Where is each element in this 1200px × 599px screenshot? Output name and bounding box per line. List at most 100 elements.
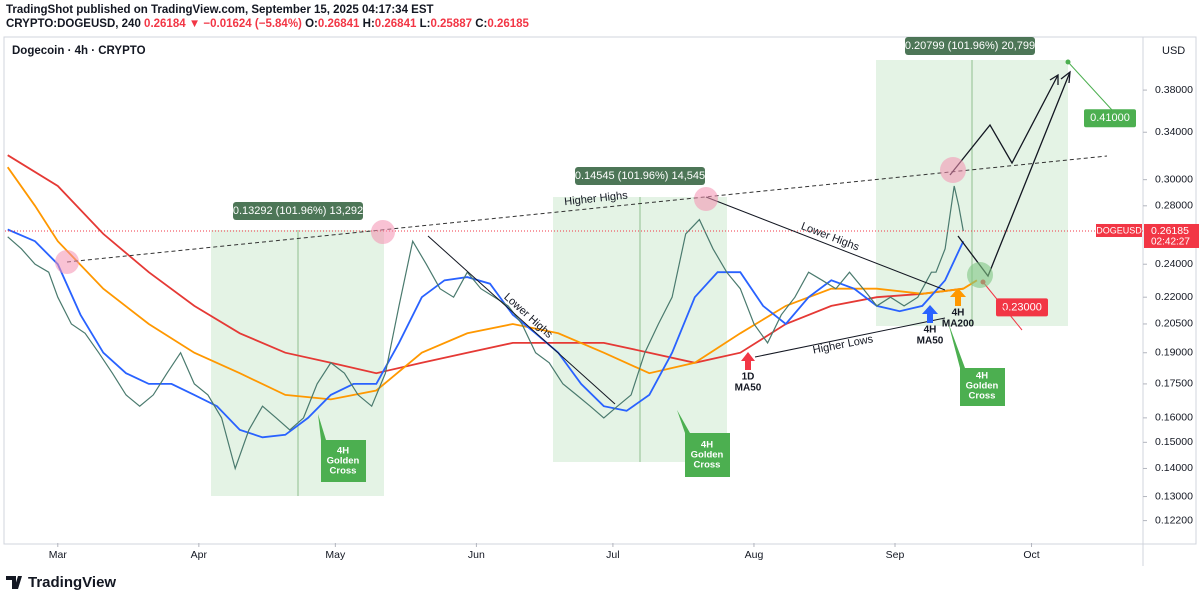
y-tick-label: 0.38000 [1155,84,1193,96]
callout-text: 4H [976,371,988,382]
callout-text: Cross [969,391,996,402]
trend-label: Lower Highs [501,291,555,341]
arrow-head [1060,70,1071,84]
y-tick-label: 0.28000 [1155,200,1193,212]
target-line [1067,61,1113,111]
x-tick-label: Jul [606,549,619,561]
callout [948,322,1005,406]
y-tick-label: 0.15000 [1155,436,1193,448]
moving-average [7,154,964,375]
range-label-bg [905,37,1035,55]
x-tick-label: Aug [745,549,764,561]
symbol-tag [1096,223,1142,237]
low: 0.25887 [430,18,472,30]
ma-arrow [922,305,938,323]
marker [55,250,79,274]
callout-text: Golden [966,381,999,392]
publisher: TradingShot published on TradingView.com… [6,4,434,16]
y-tick-label: 0.19000 [1155,347,1193,359]
x-tick-label: Mar [49,549,68,561]
last: 0.26184 [144,18,186,30]
arrow-head [1049,73,1059,85]
callout [677,410,730,477]
y-tick-label: 0.20500 [1155,318,1193,330]
x-tick-label: Apr [191,549,208,561]
target-box [1084,109,1136,128]
y-tick-label: 0.16000 [1155,412,1193,424]
marker [371,220,395,244]
x-tick-label: May [325,549,346,561]
l-label: L: [420,18,431,30]
x-tick-label: Jun [468,549,485,561]
range-label: 0.20799 (101.96%) 20,799 [905,40,1035,52]
y-tick-label: 0.12200 [1155,514,1193,526]
close: 0.26185 [487,18,529,30]
range-label: 0.14545 (101.96%) 14,545 [575,170,705,182]
brand: TradingView [28,574,116,591]
ma-label: MA50 [917,336,944,347]
h-label: H: [363,18,375,30]
y-tick-label: 0.34000 [1155,126,1193,138]
drawings [55,59,1113,405]
range-label-bg [575,167,705,185]
x-tick-label: Sep [886,549,905,561]
y-tick-label: 0.24000 [1155,258,1193,270]
trend-line [427,235,616,405]
y-tick-label: 0.13000 [1155,490,1193,502]
ma-label: MA200 [942,319,975,330]
callout-text: Golden [691,450,724,461]
callout-text: Cross [330,466,357,477]
open: 0.26841 [318,18,360,30]
o-label: O: [305,18,318,30]
price-tag-text: 0.26185 [1151,225,1189,237]
trend-line [66,155,1108,263]
y-tick-label: 0.17500 [1155,378,1193,390]
marker [694,187,718,211]
symbol-line: CRYPTO:DOGEUSD, 240 0.26184 ▼ −0.01624 (… [6,18,530,30]
target-dot [1065,59,1071,65]
high: 0.26841 [375,18,417,30]
moving-average [7,228,965,439]
projection [949,74,1059,176]
ma-arrow [950,288,966,306]
chart-title: Dogecoin · 4h · CRYPTO [12,45,146,57]
symbol: CRYPTO:DOGEUSD, 240 [6,18,141,30]
trend-label: Higher Lows [812,333,875,357]
moving-average [6,166,978,401]
arrow: ▼ [189,18,200,30]
ma-arrow [741,352,755,370]
target-line [982,281,1023,331]
marker [940,157,966,183]
plot: 0.41000 0.23000 [5,109,1143,471]
x-tick-label: Oct [1023,549,1039,561]
trend-line [705,196,946,291]
y-tick-label: 0.14000 [1155,462,1193,474]
symbol-tag-text: DOGEUSD [1096,225,1142,235]
c-label: C: [475,18,487,30]
ma-label: 1D [742,372,755,383]
range-boxes [211,60,1068,496]
target-label: 0.23000 [1002,301,1042,313]
ma-label: MA50 [735,383,762,394]
price-tag [1144,223,1199,248]
trend-line [754,317,946,358]
axes: 0.12200 0.13000 0.14000 0.15000 0.16000 0.175… [49,84,1199,561]
callout-text: 4H [337,446,349,457]
callout-text: Golden [327,456,360,467]
price-tag-countdown: 02:42:27 [1151,237,1190,248]
target-box [996,298,1048,317]
ma-label: 4H [952,308,965,319]
callout-text: Cross [694,460,721,471]
callout-text: 4H [701,440,713,451]
target-label: 0.41000 [1090,112,1130,124]
range-label-bg [233,202,363,220]
change: −0.01624 (−5.84%) [203,18,302,30]
range-label: 0.13292 (101.96%) 13,292 [233,205,363,217]
callout [318,414,366,482]
marker [967,262,993,288]
y-tick-label: 0.22000 [1155,291,1193,303]
ma-label: 4H [924,325,937,336]
logo [6,576,22,589]
